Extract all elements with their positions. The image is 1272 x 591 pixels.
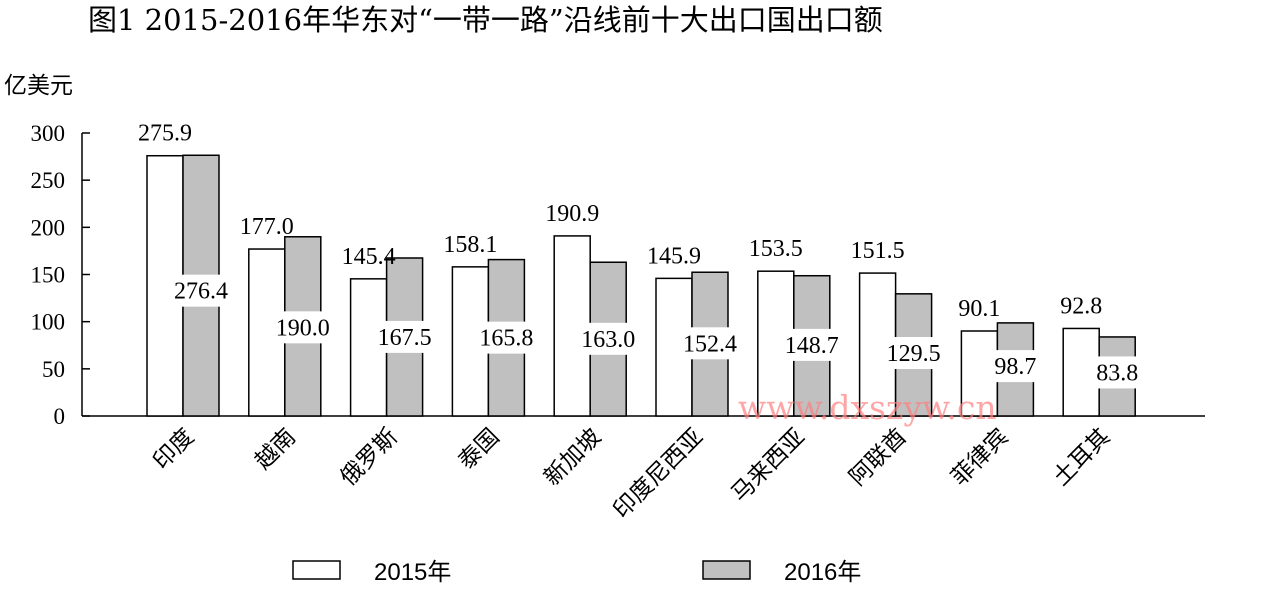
data-label-2016-bg xyxy=(777,328,846,361)
data-label-2016: 98.7 xyxy=(994,354,1036,380)
data-label-2016: 152.4 xyxy=(683,331,737,357)
data-label-2016: 148.7 xyxy=(785,333,839,359)
data-label-2015: 158.1 xyxy=(443,232,497,258)
y-tick-label: 250 xyxy=(31,168,66,193)
data-labels: 275.9 276.4 177.0 190.0 145.4 167.5 158.1 165.8… xyxy=(138,121,1152,389)
data-label-2016-bg xyxy=(370,320,439,353)
y-tick-label: 200 xyxy=(31,215,66,240)
data-label-2015: 90.1 xyxy=(958,296,1000,322)
y-tick-label: 100 xyxy=(31,310,66,335)
data-label-2016-bg xyxy=(879,337,948,370)
data-label-2015: 145.9 xyxy=(647,243,701,269)
data-label-2015: 190.9 xyxy=(545,201,599,227)
data-label-2016: 165.8 xyxy=(479,326,533,352)
category-label: 菲律宾 xyxy=(946,424,1013,491)
data-label-2015: 92.8 xyxy=(1060,293,1102,319)
data-label-2016-bg xyxy=(574,322,643,355)
category-label: 印度 xyxy=(148,424,199,475)
category-label: 越南 xyxy=(250,424,301,475)
data-label-2016-bg xyxy=(167,274,235,307)
data-label-2015: 145.4 xyxy=(342,244,396,270)
y-tick-label: 0 xyxy=(54,404,66,429)
data-label-2015: 153.5 xyxy=(749,236,803,262)
category-labels: 印度 越南 俄罗斯 泰国 新加坡 印度尼西亚 马来西亚 阿联酋 菲律宾 土耳其 xyxy=(148,424,1115,524)
chart-title: 图1 2015-2016年华东对“一带一路”沿线前十大出口国出口额 xyxy=(88,3,883,37)
bars xyxy=(146,154,1136,417)
category-label: 新加坡 xyxy=(539,424,606,491)
data-label-2016: 190.0 xyxy=(276,315,330,341)
data-label-2016: 83.8 xyxy=(1096,360,1138,386)
category-label: 印度尼西亚 xyxy=(609,424,709,524)
legend-label-2016: 2016年 xyxy=(784,559,861,586)
watermark: www.dxszyw.cn xyxy=(738,388,997,427)
legend-label-2015: 2015年 xyxy=(374,559,451,586)
legend: 2015年 2016年 xyxy=(292,559,861,586)
data-label-2015: 275.9 xyxy=(138,121,192,147)
category-label: 俄罗斯 xyxy=(336,424,403,491)
category-label: 阿联酋 xyxy=(845,424,912,491)
category-label: 泰国 xyxy=(454,424,505,475)
data-label-2016-bg xyxy=(268,311,337,344)
y-tick-label: 150 xyxy=(31,263,66,288)
y-tick-label: 50 xyxy=(42,357,65,382)
data-label-2016-bg xyxy=(981,350,1050,383)
data-label-2016-bg xyxy=(1083,356,1152,389)
category-label: 马来西亚 xyxy=(727,424,810,507)
legend-swatch-2015 xyxy=(292,560,341,580)
legend-swatch-2016 xyxy=(702,560,751,580)
data-label-2015: 151.5 xyxy=(851,238,905,264)
y-tick-label: 300 xyxy=(31,121,66,146)
data-label-2016-bg xyxy=(472,321,541,354)
category-label: 土耳其 xyxy=(1048,424,1115,491)
data-label-2016: 129.5 xyxy=(887,341,941,367)
data-label-2015: 177.0 xyxy=(240,214,294,240)
data-label-2016: 167.5 xyxy=(378,325,432,351)
data-label-2016: 163.0 xyxy=(581,327,635,353)
data-label-2016: 276.4 xyxy=(174,279,228,305)
y-axis-unit: 亿美元 xyxy=(4,73,73,99)
data-label-2016-bg xyxy=(676,327,744,360)
